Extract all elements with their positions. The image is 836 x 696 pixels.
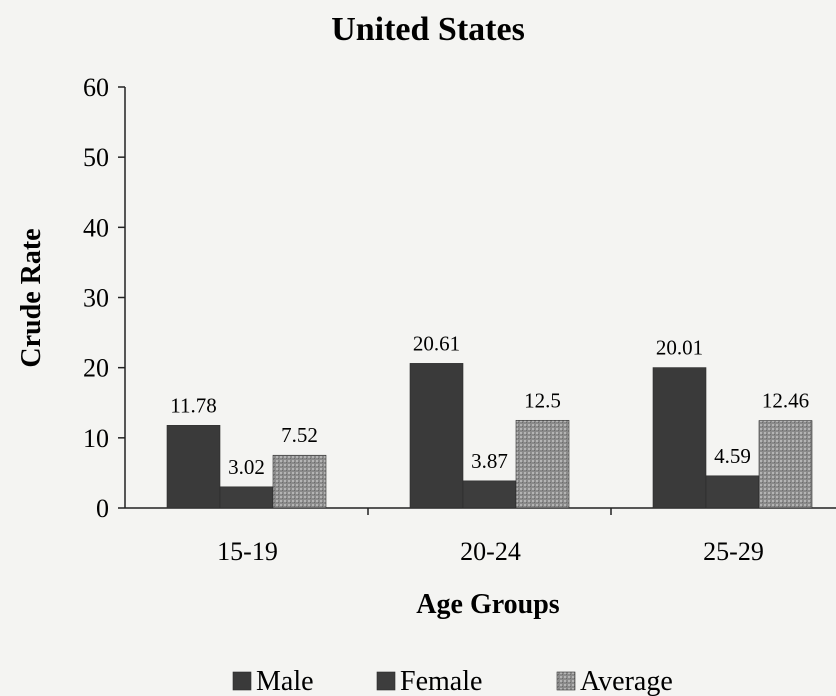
data-label: 12.5 — [524, 388, 561, 412]
legend-swatch-average — [556, 671, 576, 691]
data-label: 12.46 — [762, 389, 809, 413]
bar-female-20-24 — [462, 480, 517, 509]
bar-male-20-24 — [409, 363, 464, 509]
x-tick-label: 25-29 — [703, 537, 764, 566]
y-tick-label: 20 — [83, 354, 109, 383]
bar-male-25-29 — [652, 367, 707, 509]
data-label: 3.87 — [471, 449, 508, 473]
chart-title: United States — [331, 11, 525, 48]
legend-swatch-male — [232, 671, 252, 691]
data-label: 20.01 — [656, 336, 703, 360]
y-tick-label: 60 — [83, 73, 109, 102]
y-tick-label: 0 — [96, 494, 109, 523]
bar-average-20-24 — [515, 419, 570, 509]
x-tick-label: 15-19 — [217, 537, 278, 566]
data-label: 7.52 — [281, 423, 318, 447]
data-label: 3.02 — [228, 455, 265, 479]
x-axis-label: Age Groups — [416, 589, 559, 620]
y-tick-label: 50 — [83, 143, 109, 172]
bar-female-25-29 — [705, 475, 760, 509]
y-tick-label: 30 — [83, 284, 109, 313]
bar-average-25-29 — [758, 420, 813, 509]
x-tick-label: 20-24 — [460, 537, 521, 566]
data-label: 11.78 — [170, 393, 216, 417]
plot-area: 0 10 20 30 40 50 60 11.78 3.02 7.52 15-19 20.61 3.87… — [83, 73, 836, 566]
legend-label-average: Average — [580, 666, 673, 696]
legend: Male Female Average — [232, 666, 673, 696]
legend-label-female: Female — [400, 666, 482, 696]
y-axis-label: Crude Rate — [16, 228, 47, 367]
bar-male-15-19 — [166, 425, 221, 509]
data-label: 20.61 — [413, 331, 460, 355]
legend-label-male: Male — [256, 666, 314, 696]
data-label: 4.59 — [714, 444, 751, 468]
bar-average-15-19 — [272, 454, 327, 509]
y-tick-label: 10 — [83, 424, 109, 453]
legend-swatch-female — [376, 671, 396, 691]
y-tick-label: 40 — [83, 213, 109, 242]
bar-female-15-19 — [219, 486, 274, 509]
